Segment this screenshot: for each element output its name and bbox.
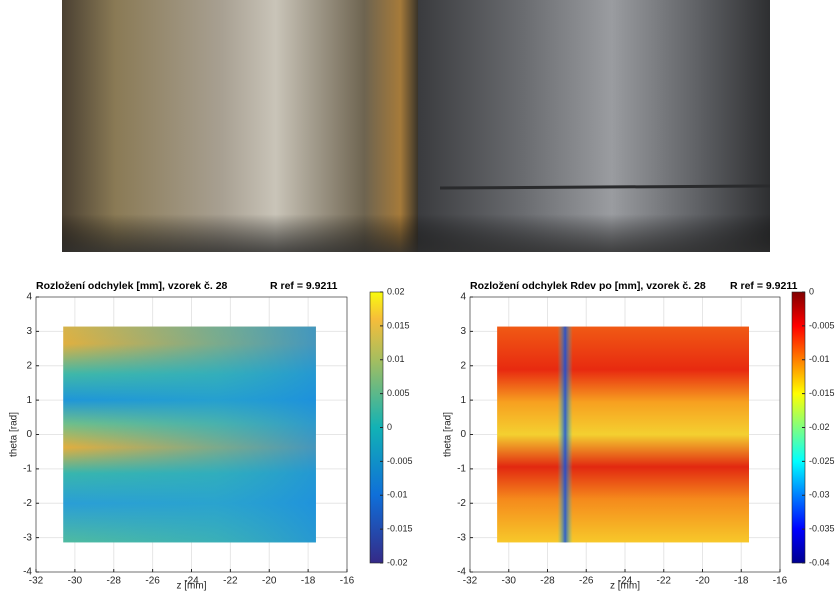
x-tick-label: -30 (502, 576, 517, 587)
colorbar-tick-label: 0.005 (387, 388, 410, 398)
colorbar-tick-label: -0.02 (387, 557, 408, 567)
y-tick-label: 1 (26, 395, 32, 406)
colorbar-tick-label: -0.005 (387, 456, 413, 466)
chart-title: Rozložení odchylek [mm], vzorek č. 28 (36, 280, 228, 292)
x-tick-label: -18 (734, 576, 749, 587)
y-tick-label: 4 (460, 292, 466, 303)
heatmap-overlay (63, 327, 316, 543)
heatmap-overlay (497, 327, 749, 543)
x-tick-label: -20 (695, 576, 710, 587)
y-tick-label: 3 (460, 326, 466, 337)
x-tick-label: -22 (223, 576, 238, 587)
figure: -3 2 -30 -28 -26 -2 4 -22 -20 -18 -16 -4 -3 -2 -1 0 1 2 3 4… (0, 0, 835, 592)
colorbar-tick-label: -0.035 (809, 524, 835, 534)
x-axis-label: z [mm] (610, 581, 640, 592)
y-tick-label: 1 (460, 395, 466, 406)
y-tick-label: 4 (26, 292, 32, 303)
colorbar-tick-label: -0.01 (387, 490, 408, 500)
colorbar-tick-label: 0 (387, 422, 392, 432)
colorbar-tick-label: -0.005 (809, 320, 835, 330)
colorbar-tick-label: 0 (809, 286, 814, 296)
y-tick-label: -2 (23, 498, 32, 509)
y-axis-label: theta [rad] (443, 412, 454, 457)
x-tick-label: -18 (301, 576, 316, 587)
y-tick-label: 3 (26, 326, 32, 337)
photo-groove (440, 186, 770, 188)
x-axis-label: z [mm] (177, 581, 207, 592)
colorbar-tick-label: -0.015 (809, 388, 835, 398)
colorbar-tick-label: -0.015 (387, 524, 413, 534)
y-tick-label: -3 (457, 532, 466, 543)
photo-shade (418, 0, 770, 252)
x-tick-label: -22 (657, 576, 672, 587)
colorbar-tick-label: -0.03 (809, 490, 830, 500)
y-tick-label: -1 (23, 464, 32, 475)
photo-shade (62, 0, 418, 252)
x-tick-label: -28 (107, 576, 122, 587)
x-tick-label: -26 (145, 576, 160, 587)
colorbar-tick-label: -0.025 (809, 456, 835, 466)
y-tick-label: 2 (26, 360, 32, 371)
x-tick-label: -30 (68, 576, 83, 587)
x-tick-label: -16 (773, 576, 788, 587)
colorbar-tick-label: 0.01 (387, 354, 405, 364)
annotation: R ref = 9.9211 (730, 280, 798, 292)
y-axis-label: theta [rad] (9, 412, 20, 457)
y-tick-label: 0 (460, 429, 466, 440)
x-tick-label: -28 (540, 576, 555, 587)
y-tick-label: -2 (457, 498, 466, 509)
y-tick-label: 0 (26, 429, 32, 440)
colorbar-tick-label: 0.015 (387, 320, 410, 330)
colorbar-tick-label: 0.02 (387, 286, 405, 296)
y-tick-label: 2 (460, 360, 466, 371)
y-tick-label: -1 (457, 464, 466, 475)
y-tick-label: -3 (23, 532, 32, 543)
x-tick-label: -26 (579, 576, 594, 587)
annotation: R ref = 9.9211 (270, 280, 338, 292)
colorbar-tick-label: -0.02 (809, 422, 830, 432)
colorbar-tick-label: -0.01 (809, 354, 830, 364)
x-tick-label: -20 (262, 576, 277, 587)
x-tick-label: -16 (340, 576, 355, 587)
y-tick-label: -4 (457, 567, 466, 578)
chart-title: Rozložení odchylek Rdev po [mm], vzorek … (470, 280, 706, 292)
colorbar-tick-label: -0.04 (809, 557, 830, 567)
y-tick-label: -4 (23, 567, 32, 578)
